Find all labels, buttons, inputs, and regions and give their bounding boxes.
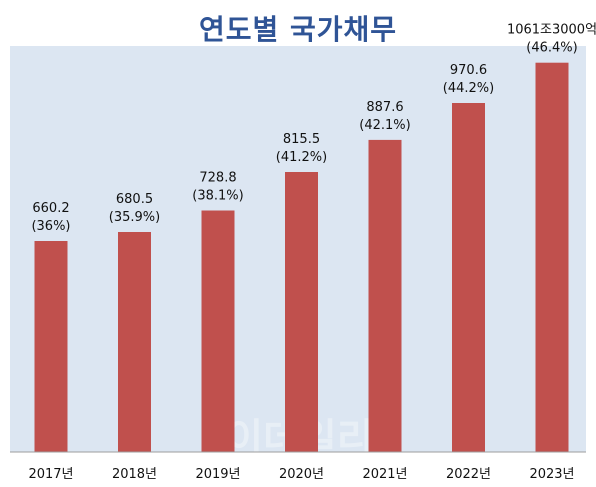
bar-2021년 bbox=[368, 139, 402, 452]
x-ticks-group: 2017년 2018년 2019년 2020년 2021년 2022년 2023년 bbox=[28, 467, 574, 482]
bar-2019년 bbox=[201, 210, 235, 452]
x-tick-label: 2020년 bbox=[279, 467, 324, 482]
x-tick-label: 2019년 bbox=[195, 467, 240, 482]
bar-2018년 bbox=[118, 232, 151, 452]
bar-percent-label: (38.1%) bbox=[192, 189, 243, 204]
bar-value-label: 660.2 bbox=[32, 201, 69, 216]
bar-value-label: 970.6 bbox=[450, 63, 487, 78]
x-tick-label: 2018년 bbox=[112, 467, 157, 482]
x-tick-label: 2021년 bbox=[362, 467, 407, 482]
bar-percent-label: (46.4%) bbox=[526, 41, 577, 56]
bar-value-label: 1061조3000억 bbox=[507, 23, 596, 38]
x-tick-label: 2022년 bbox=[446, 467, 491, 482]
bar-percent-label: (41.2%) bbox=[276, 150, 327, 165]
bar-value-label: 887.6 bbox=[366, 100, 403, 115]
bar-2023년 bbox=[535, 62, 569, 452]
bars-group: 660.2 (36%) 680.5 (35.9%) 728.8 (38.1%) 815.5 (… bbox=[31, 23, 596, 452]
bar-percent-label: (44.2%) bbox=[443, 81, 494, 96]
bar-percent-label: (36%) bbox=[31, 219, 70, 234]
bar-2020년 bbox=[285, 172, 318, 452]
bar-value-label: 680.5 bbox=[116, 192, 153, 207]
x-tick-label: 2023년 bbox=[529, 467, 574, 482]
bar-value-label: 815.5 bbox=[283, 132, 320, 147]
bar-percent-label: (42.1%) bbox=[359, 118, 410, 133]
bar-value-label: 728.8 bbox=[199, 171, 236, 186]
bar-2022년 bbox=[452, 103, 485, 452]
bar-percent-label: (35.9%) bbox=[109, 210, 160, 225]
chart-title: 연도별 국가채무 bbox=[198, 13, 398, 46]
x-tick-label: 2017년 bbox=[28, 467, 73, 482]
bar-2017년 bbox=[34, 241, 68, 452]
